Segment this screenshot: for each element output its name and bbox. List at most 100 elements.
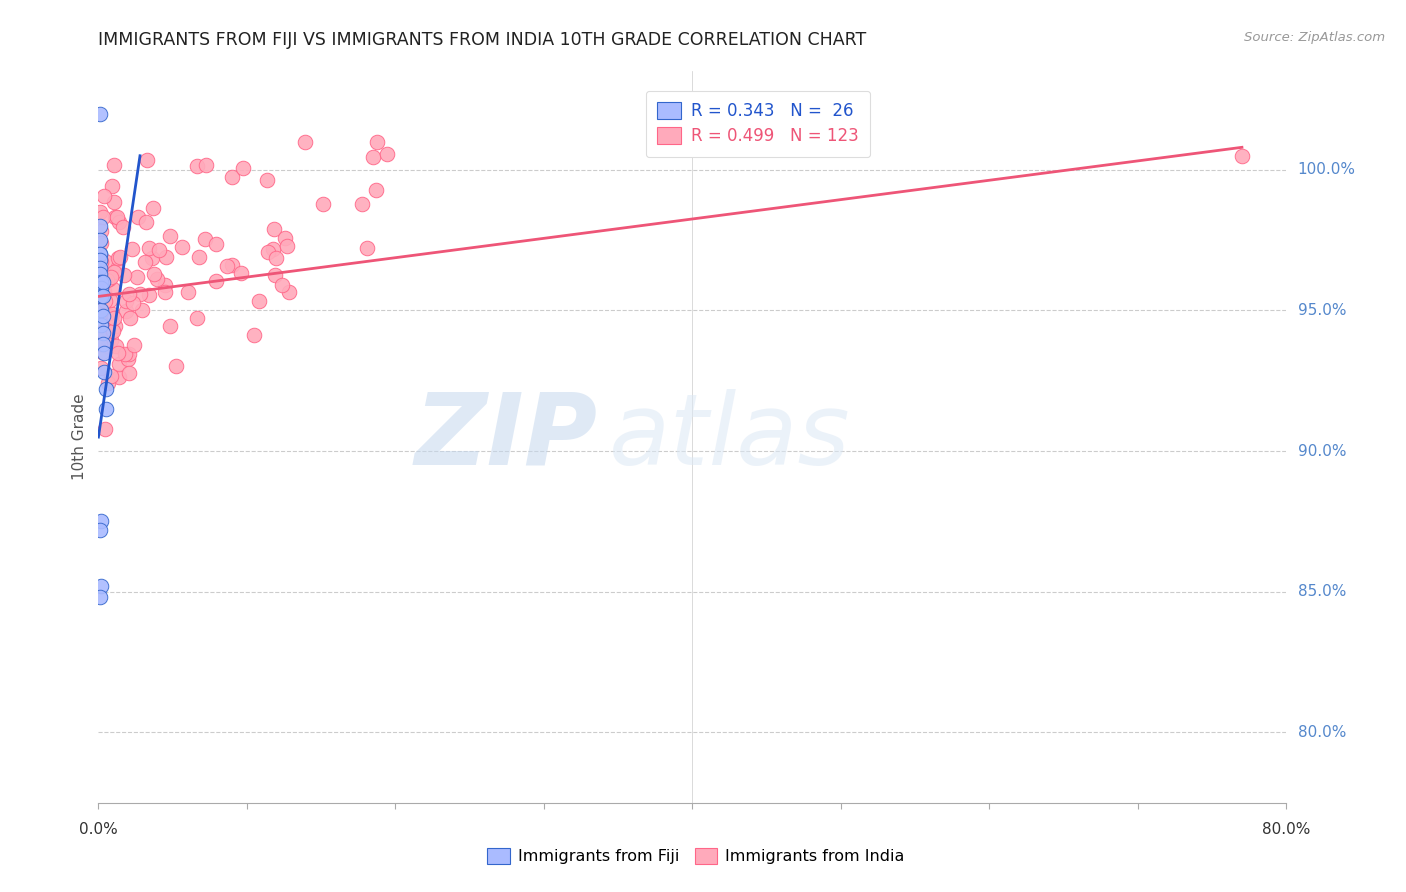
Point	[117, 351, 139, 366]
Text: 95.0%: 95.0%	[1298, 303, 1346, 318]
Point	[104, 319, 127, 334]
Point	[91, 210, 114, 224]
Point	[89, 336, 111, 351]
Point	[108, 215, 131, 229]
Point	[93, 254, 115, 268]
Point	[90, 303, 112, 318]
Point	[108, 251, 131, 265]
Point	[100, 333, 122, 347]
Point	[215, 259, 238, 273]
Point	[89, 106, 111, 120]
Point	[125, 269, 148, 284]
Point	[142, 201, 165, 215]
Text: 85.0%: 85.0%	[1298, 584, 1346, 599]
Point	[153, 277, 176, 292]
Legend: Immigrants from Fiji, Immigrants from India: Immigrants from Fiji, Immigrants from In…	[481, 841, 911, 871]
Point	[294, 135, 316, 149]
Point	[186, 159, 208, 173]
Point	[93, 345, 115, 359]
Point	[143, 267, 166, 281]
Point	[115, 303, 138, 318]
Point	[141, 251, 163, 265]
Point	[204, 274, 226, 288]
Point	[195, 158, 218, 172]
Point	[231, 266, 253, 280]
Point	[107, 263, 129, 277]
Point	[138, 242, 160, 256]
Point	[134, 255, 156, 269]
Point	[276, 238, 298, 252]
Point	[122, 338, 145, 352]
Point	[118, 366, 141, 380]
Point	[131, 302, 153, 317]
Point	[90, 515, 112, 529]
Point	[243, 328, 266, 343]
Point	[271, 278, 294, 293]
Point	[89, 247, 111, 261]
Text: atlas: atlas	[609, 389, 851, 485]
Point	[107, 252, 129, 266]
Point	[91, 276, 114, 290]
Point	[146, 272, 169, 286]
Point	[159, 229, 181, 244]
Point	[103, 158, 125, 172]
Point	[256, 173, 278, 187]
Point	[90, 235, 112, 250]
Point	[129, 287, 152, 301]
Point	[105, 210, 128, 224]
Point	[94, 422, 117, 436]
Point	[221, 258, 243, 272]
Point	[155, 250, 177, 264]
Point	[94, 294, 117, 309]
Point	[165, 359, 187, 373]
Point	[89, 299, 111, 313]
Point	[90, 344, 112, 359]
Point	[221, 170, 243, 185]
Text: IMMIGRANTS FROM FIJI VS IMMIGRANTS FROM INDIA 10TH GRADE CORRELATION CHART: IMMIGRANTS FROM FIJI VS IMMIGRANTS FROM …	[98, 31, 866, 49]
Point	[101, 308, 124, 322]
Point	[107, 346, 129, 360]
Point	[89, 252, 111, 266]
Point	[262, 242, 284, 256]
Point	[114, 268, 136, 282]
Point	[188, 250, 211, 264]
Point	[118, 347, 141, 361]
Point	[96, 272, 118, 286]
Point	[90, 318, 112, 332]
Point	[90, 360, 112, 375]
Point	[93, 268, 115, 282]
Point	[114, 347, 136, 361]
Y-axis label: 10th Grade: 10th Grade	[72, 393, 87, 481]
Point	[135, 153, 157, 168]
Point	[90, 281, 112, 295]
Legend: R = 0.343   N =  26, R = 0.499   N = 123: R = 0.343 N = 26, R = 0.499 N = 123	[645, 91, 870, 157]
Point	[356, 242, 378, 256]
Point	[1230, 149, 1253, 163]
Point	[93, 284, 115, 298]
Point	[91, 293, 114, 308]
Point	[204, 236, 226, 251]
Point	[89, 252, 111, 267]
Point	[127, 211, 149, 225]
Point	[135, 214, 157, 228]
Point	[361, 150, 384, 164]
Point	[366, 135, 388, 149]
Point	[89, 247, 111, 261]
Point	[91, 309, 114, 323]
Point	[112, 219, 135, 234]
Point	[90, 255, 112, 269]
Point	[177, 285, 200, 300]
Point	[122, 296, 145, 310]
Point	[98, 293, 121, 307]
Point	[103, 194, 125, 209]
Point	[98, 272, 121, 286]
Point	[89, 293, 111, 308]
Point	[186, 311, 208, 326]
Point	[101, 283, 124, 297]
Point	[96, 266, 118, 280]
Point	[90, 579, 112, 593]
Point	[89, 267, 111, 281]
Text: ZIP: ZIP	[415, 389, 598, 485]
Point	[103, 265, 125, 279]
Point	[172, 240, 194, 254]
